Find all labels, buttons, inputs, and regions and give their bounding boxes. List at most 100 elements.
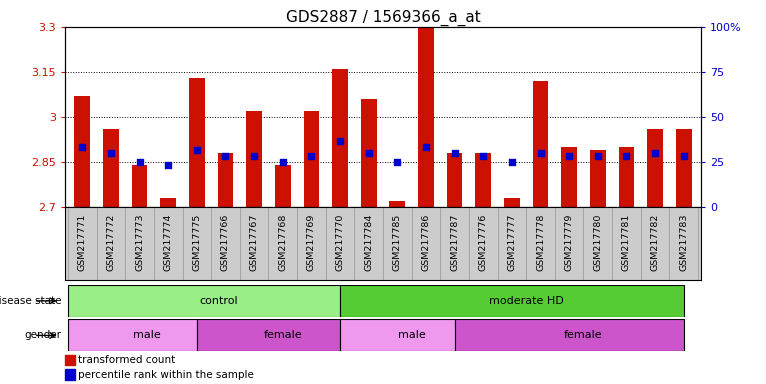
Bar bbox=[126, 207, 154, 280]
Text: GSM217780: GSM217780 bbox=[594, 213, 602, 271]
Point bbox=[334, 138, 346, 144]
Bar bbox=[268, 207, 297, 280]
Point bbox=[563, 153, 575, 159]
Bar bbox=[555, 207, 584, 280]
Text: moderate HD: moderate HD bbox=[489, 296, 564, 306]
Point bbox=[219, 153, 231, 159]
Point bbox=[448, 150, 460, 156]
Bar bbox=[332, 69, 348, 207]
Bar bbox=[561, 147, 577, 207]
Bar bbox=[389, 201, 405, 207]
Text: GSM217777: GSM217777 bbox=[507, 213, 516, 271]
Text: GSM217781: GSM217781 bbox=[622, 213, 631, 271]
Bar bbox=[340, 285, 684, 317]
Point bbox=[506, 159, 518, 165]
Bar bbox=[189, 78, 205, 207]
Bar bbox=[612, 207, 640, 280]
Bar bbox=[590, 150, 606, 207]
Text: GSM217779: GSM217779 bbox=[565, 213, 574, 271]
Text: GSM217775: GSM217775 bbox=[192, 213, 201, 271]
Text: GDS2887 / 1569366_a_at: GDS2887 / 1569366_a_at bbox=[286, 10, 480, 26]
Text: disease state: disease state bbox=[0, 296, 61, 306]
Point bbox=[306, 153, 318, 159]
Bar bbox=[154, 207, 182, 280]
Text: GSM217782: GSM217782 bbox=[650, 213, 660, 271]
Bar bbox=[418, 27, 434, 207]
Bar bbox=[411, 207, 440, 280]
Text: GSM217774: GSM217774 bbox=[164, 213, 172, 271]
Bar bbox=[275, 165, 290, 207]
Point bbox=[535, 150, 547, 156]
Text: GSM217784: GSM217784 bbox=[364, 213, 373, 271]
Bar bbox=[440, 207, 469, 280]
Bar bbox=[532, 81, 548, 207]
Point bbox=[591, 153, 604, 159]
Bar bbox=[361, 99, 377, 207]
Bar bbox=[476, 153, 491, 207]
Bar bbox=[97, 207, 126, 280]
Point bbox=[477, 153, 489, 159]
Point bbox=[162, 162, 175, 168]
Text: GSM217767: GSM217767 bbox=[250, 213, 259, 271]
Bar bbox=[68, 207, 97, 280]
Bar bbox=[469, 207, 498, 280]
Point bbox=[277, 159, 289, 165]
Point bbox=[391, 159, 404, 165]
Text: GSM217772: GSM217772 bbox=[106, 213, 116, 271]
Bar bbox=[68, 319, 197, 351]
Bar bbox=[182, 207, 211, 280]
Point bbox=[105, 150, 117, 156]
Text: percentile rank within the sample: percentile rank within the sample bbox=[78, 369, 254, 380]
Bar bbox=[103, 129, 119, 207]
Bar bbox=[584, 207, 612, 280]
Bar bbox=[355, 207, 383, 280]
Text: GSM217787: GSM217787 bbox=[450, 213, 459, 271]
Point bbox=[76, 144, 88, 150]
Bar bbox=[240, 207, 268, 280]
Bar bbox=[65, 369, 74, 380]
Bar bbox=[297, 207, 326, 280]
Bar bbox=[197, 319, 340, 351]
Bar bbox=[526, 207, 555, 280]
Bar bbox=[676, 129, 692, 207]
Point bbox=[362, 150, 375, 156]
Bar bbox=[447, 153, 463, 207]
Text: female: female bbox=[564, 330, 603, 341]
Bar bbox=[65, 355, 74, 366]
Text: GSM217776: GSM217776 bbox=[479, 213, 488, 271]
Bar bbox=[454, 319, 684, 351]
Text: GSM217771: GSM217771 bbox=[78, 213, 87, 271]
Text: GSM217768: GSM217768 bbox=[278, 213, 287, 271]
Bar bbox=[504, 198, 520, 207]
Point bbox=[191, 147, 203, 153]
Text: control: control bbox=[199, 296, 237, 306]
Bar bbox=[160, 198, 176, 207]
Bar bbox=[640, 207, 669, 280]
Text: male: male bbox=[398, 330, 426, 341]
Bar bbox=[669, 207, 698, 280]
Text: female: female bbox=[264, 330, 302, 341]
Text: GSM217769: GSM217769 bbox=[307, 213, 316, 271]
Text: transformed count: transformed count bbox=[78, 355, 175, 365]
Bar bbox=[218, 153, 234, 207]
Bar bbox=[340, 319, 454, 351]
Point bbox=[420, 144, 432, 150]
Text: GSM217785: GSM217785 bbox=[393, 213, 402, 271]
Bar bbox=[647, 129, 663, 207]
Point bbox=[678, 153, 690, 159]
Text: GSM217778: GSM217778 bbox=[536, 213, 545, 271]
Point bbox=[649, 150, 661, 156]
Bar bbox=[303, 111, 319, 207]
Text: GSM217773: GSM217773 bbox=[135, 213, 144, 271]
Bar bbox=[211, 207, 240, 280]
Point bbox=[620, 153, 633, 159]
Text: male: male bbox=[133, 330, 161, 341]
Bar bbox=[74, 96, 90, 207]
Bar bbox=[326, 207, 355, 280]
Bar bbox=[383, 207, 411, 280]
Bar bbox=[132, 165, 147, 207]
Text: GSM217786: GSM217786 bbox=[421, 213, 430, 271]
Bar bbox=[68, 285, 340, 317]
Bar bbox=[498, 207, 526, 280]
Bar bbox=[619, 147, 634, 207]
